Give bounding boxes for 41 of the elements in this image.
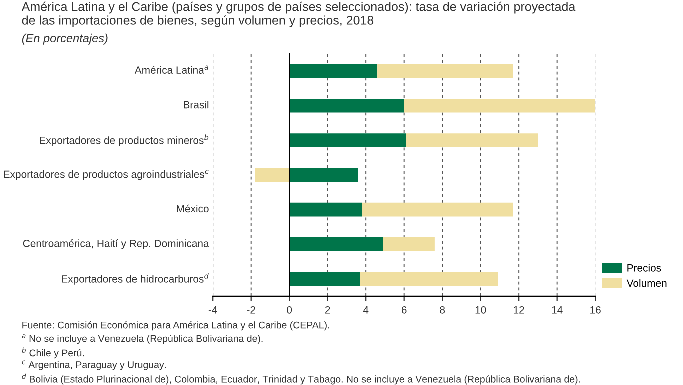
legend-label: Volumen — [626, 279, 667, 288]
x-tick-label: 4 — [363, 306, 369, 314]
bar — [406, 134, 538, 148]
y-tick-label: Centroamérica, Haití y Rep. Dominicana — [23, 240, 210, 250]
bar — [290, 64, 378, 78]
bar — [290, 98, 404, 113]
bar — [290, 272, 360, 286]
x-tick-label: 2 — [325, 306, 330, 314]
bar — [378, 64, 514, 78]
y-tick-label: América Latina$^{a}$ — [134, 66, 208, 74]
x-tick-label: 16 — [590, 306, 601, 314]
bar — [290, 134, 406, 148]
bar — [383, 238, 435, 252]
text: $^{c}$ Argentina, Paraguay y Uruguay. — [22, 360, 166, 370]
bar — [255, 168, 290, 182]
text: $^{b}$ Chile y Perú. — [22, 348, 84, 359]
y-tick-label: Brasil — [184, 101, 209, 109]
x-tick-label: 6 — [402, 306, 407, 314]
bar — [360, 272, 498, 286]
bar — [290, 238, 384, 252]
x-tick-label: 0 — [287, 306, 292, 314]
x-tick-label: 8 — [440, 306, 446, 314]
y-tick-label: México — [177, 204, 209, 213]
x-tick-label: 14 — [552, 306, 563, 314]
bar — [404, 98, 596, 113]
x-tick-label: 10 — [476, 306, 486, 314]
source-note: Fuente: Comisión Económica para América Latina y el Caribe (CEPAL). — [22, 321, 330, 331]
y-tick-label: Exportadores de productos agroindustriales$^{c}$ — [4, 170, 209, 180]
chart-title: América Latina y el Caribe (países y grupos de países seleccionados): tasa de variación proyectada de las importaciones de bienes, según volumen y precios, 2018 — [22, 2, 576, 28]
x-tick-label: -2 — [247, 306, 256, 314]
bar — [362, 202, 514, 217]
bar — [290, 202, 362, 217]
text: (En porcentajes) — [22, 34, 108, 45]
text: $^{d}$ Bolivia (Estado Plurinacional de), Colombia, Ecuador, Trinidad y Tabago. No se incluye a Venezuela (República Bolivariana de). — [22, 374, 580, 385]
y-tick-label: Exportadores de hidrocarburos$^{d}$ — [62, 273, 209, 285]
bar — [290, 168, 358, 182]
legend-label: Precios — [628, 264, 662, 272]
x-tick-label: -4 — [208, 306, 218, 314]
x-tick-label: 12 — [514, 306, 524, 314]
y-tick-label: Exportadores de productos mineros$^{b}$ — [40, 134, 209, 146]
text: $^{a}$ No se incluye a Venezuela (República Bolivariana de). — [22, 334, 263, 344]
